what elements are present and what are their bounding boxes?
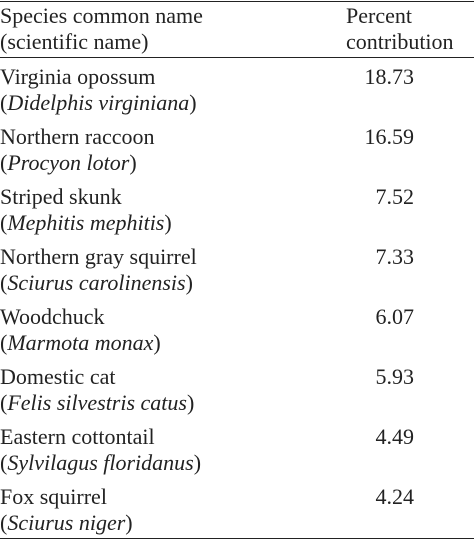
scientific-name-line: (Mephitis mephitis) [0,210,172,235]
table-top-rule [0,1,474,2]
common-name: Northern gray squirrel [0,244,197,269]
scientific-name-line: (Sciurus niger) [0,510,133,535]
table-row: Domestic cat (Felis silvestris catus) 5.… [0,364,474,424]
scientific-name: Sciurus carolinensis [7,270,186,295]
table-row: Northern gray squirrel (Sciurus caroline… [0,244,474,304]
scientific-name: Didelphis virginiana [7,90,190,115]
scientific-name: Sylvilagus floridanus [7,450,194,475]
table-row: Eastern cottontail (Sylvilagus floridanu… [0,424,474,484]
table-row: Northern raccoon (Procyon lotor) 16.59 [0,124,474,184]
scientific-name-line: (Sciurus carolinensis) [0,270,193,295]
percent-contribution: 6.07 [375,304,415,329]
scientific-name: Felis silvestris catus [7,390,187,415]
common-name: Woodchuck [0,304,105,329]
scientific-name: Procyon lotor [7,150,130,175]
header-percent-line2: contribution [346,29,454,54]
common-name: Fox squirrel [0,484,107,509]
common-name: Domestic cat [0,364,116,389]
scientific-name: Mephitis mephitis [7,210,165,235]
table-row: Striped skunk (Mephitis mephitis) 7.52 [0,184,474,244]
table-row: Woodchuck (Marmota monax) 6.07 [0,304,474,364]
header-percent: Percent contribution [346,3,474,55]
percent-contribution: 7.52 [375,184,415,209]
header-percent-line1: Percent [346,3,412,28]
header-species-line1: Species common name [0,3,203,28]
common-name: Striped skunk [0,184,122,209]
scientific-name-line: (Procyon lotor) [0,150,137,175]
scientific-name: Marmota monax [7,330,154,355]
scientific-name: Sciurus niger [7,510,126,535]
header-rule [0,57,474,58]
percent-contribution: 4.49 [375,424,415,449]
scientific-name-line: (Didelphis virginiana) [0,90,197,115]
common-name: Eastern cottontail [0,424,155,449]
percent-contribution: 5.93 [375,364,415,389]
common-name: Virginia opossum [0,64,156,89]
percent-contribution: 4.24 [375,484,415,509]
scientific-name-line: (Marmota monax) [0,330,161,355]
table-row: Fox squirrel (Sciurus niger) 4.24 [0,484,474,544]
percent-contribution: 18.73 [364,64,415,89]
header-species-line2: (scientific name) [0,29,149,54]
table-row: Virginia opossum (Didelphis virginiana) … [0,64,474,124]
scientific-name-line: (Sylvilagus floridanus) [0,450,202,475]
scientific-name-line: (Felis silvestris catus) [0,390,195,415]
header-species: Species common name (scientific name) [0,3,330,55]
common-name: Northern raccoon [0,124,155,149]
percent-contribution: 16.59 [364,124,415,149]
percent-contribution: 7.33 [375,244,415,269]
